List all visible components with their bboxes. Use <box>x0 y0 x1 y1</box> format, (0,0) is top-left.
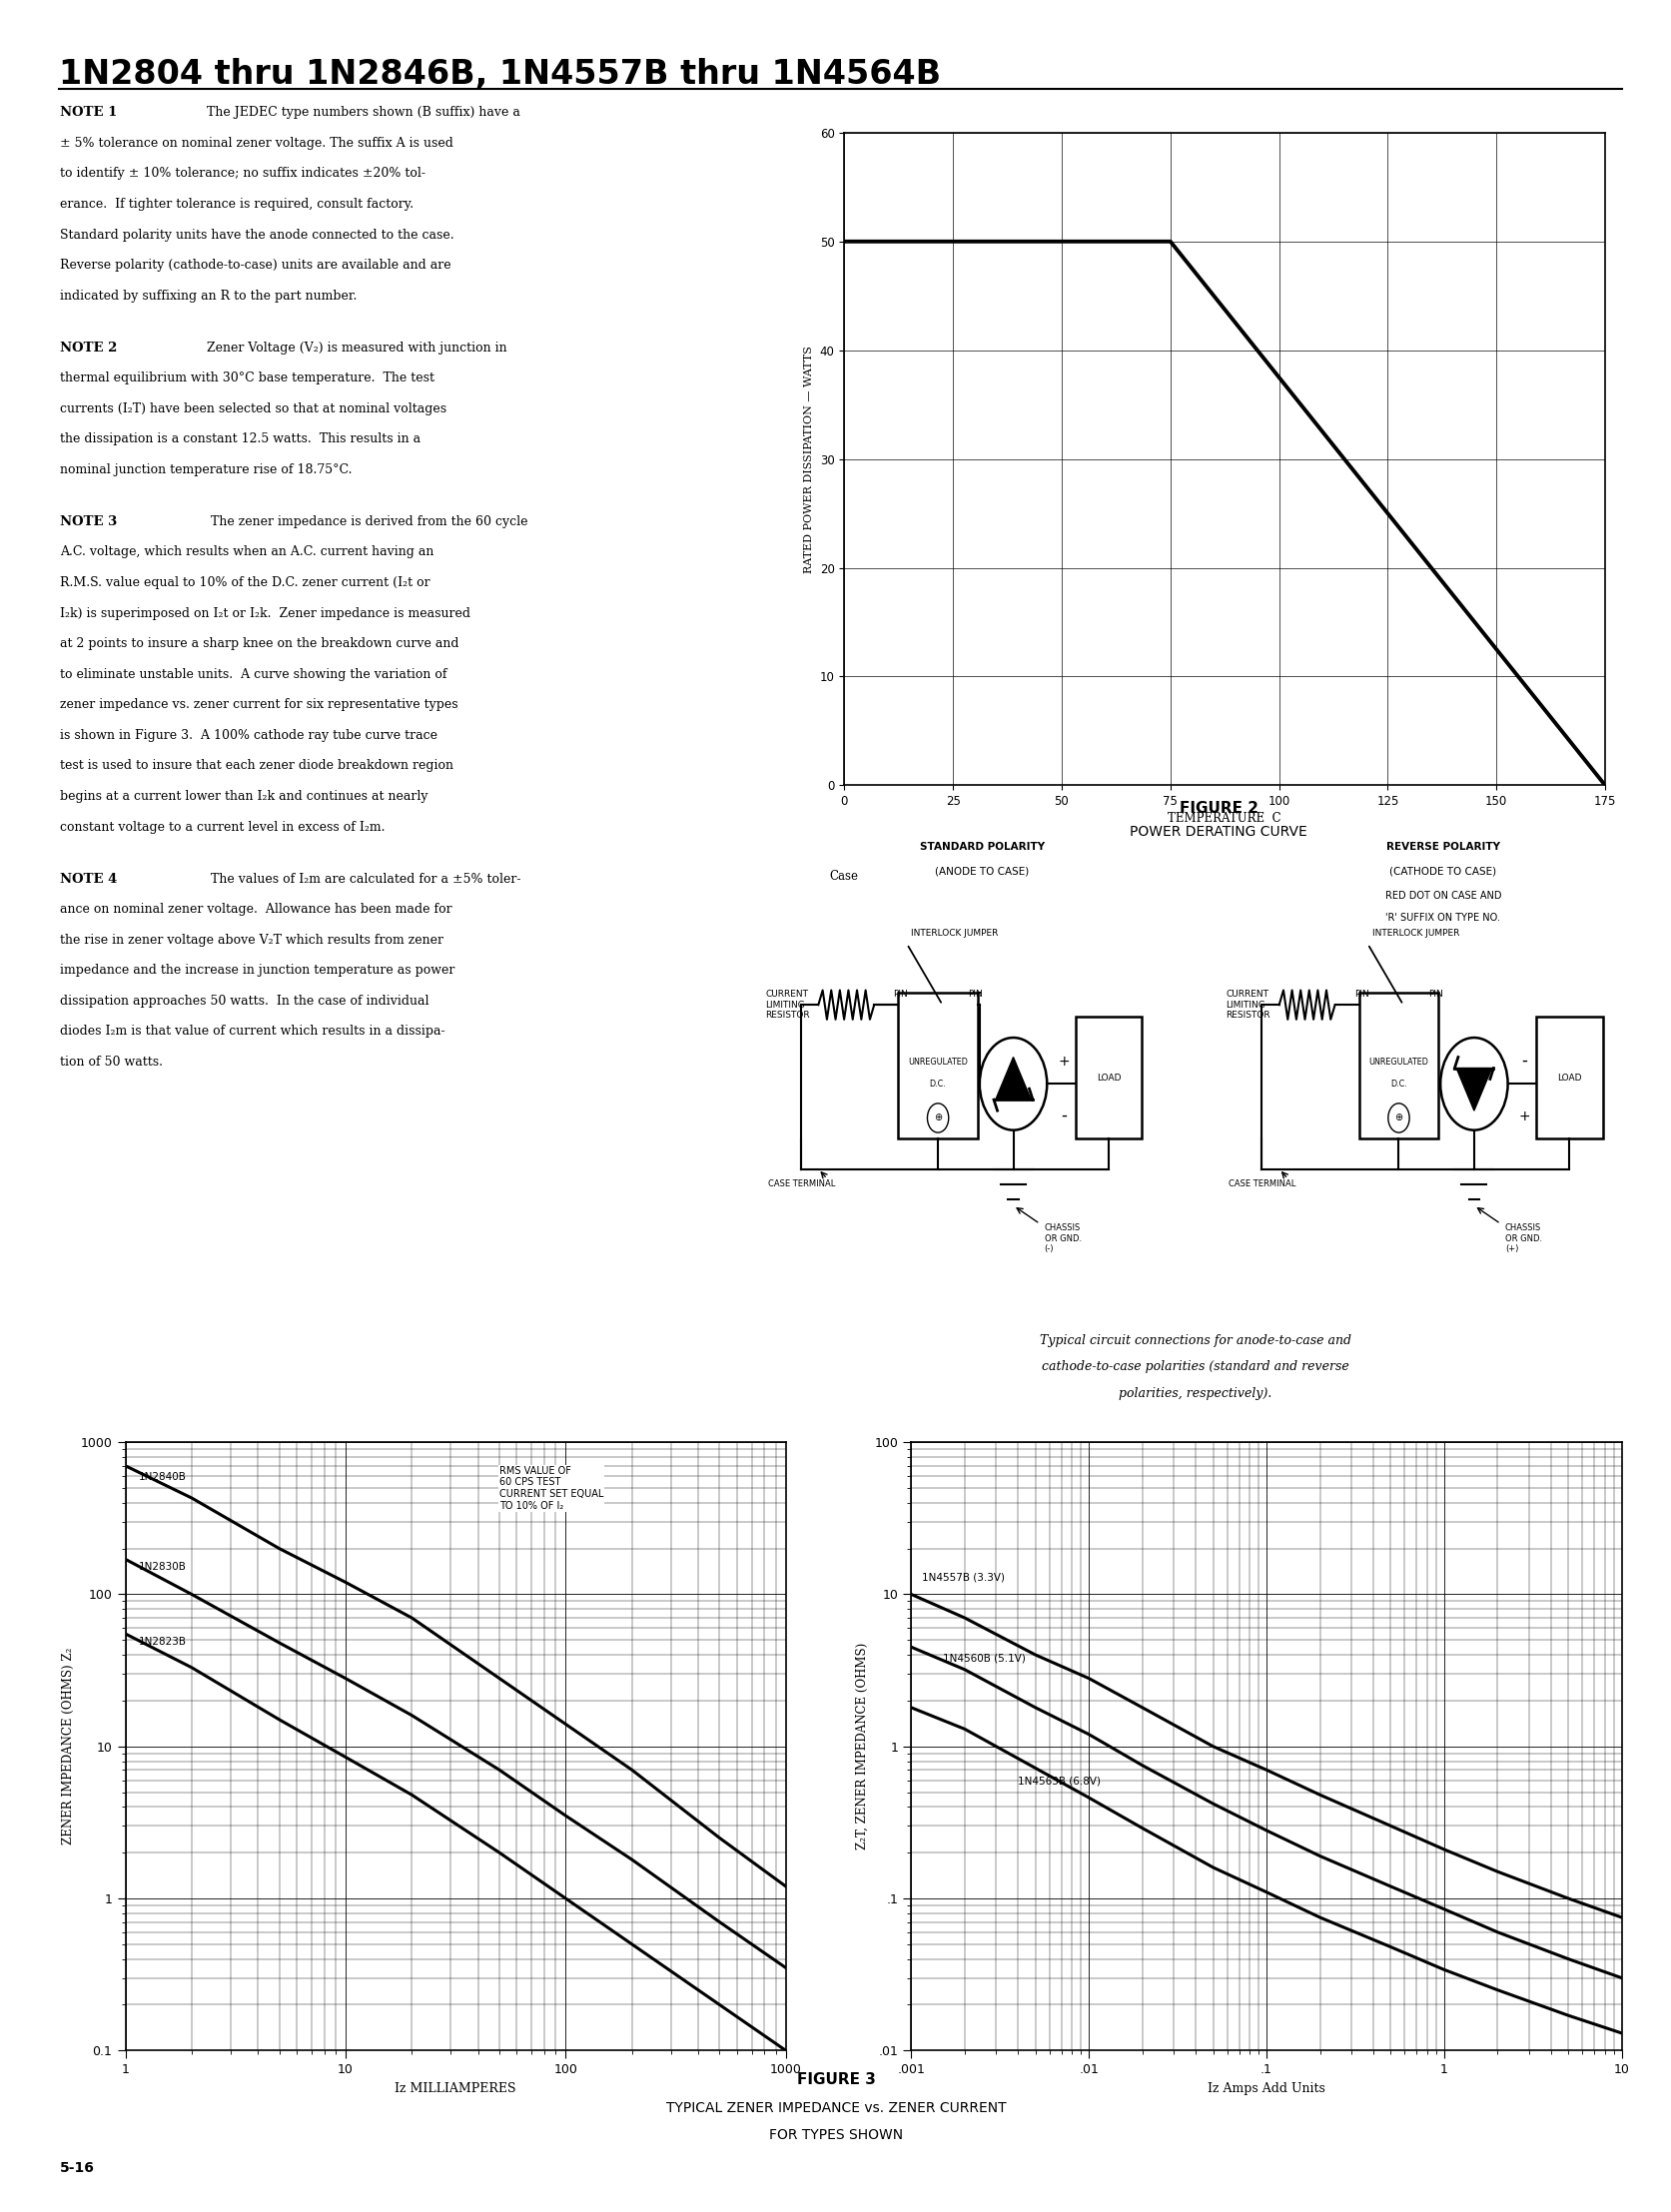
Text: 1N2830B: 1N2830B <box>139 1562 187 1573</box>
Text: zener impedance vs. zener current for six representative types: zener impedance vs. zener current for si… <box>60 699 458 712</box>
Text: D.C.: D.C. <box>1390 1079 1407 1088</box>
Text: 'R' SUFFIX ON TYPE NO.: 'R' SUFFIX ON TYPE NO. <box>1385 914 1499 922</box>
Text: UNREGULATED: UNREGULATED <box>1369 1057 1427 1066</box>
Text: at 2 points to insure a sharp knee on the breakdown curve and: at 2 points to insure a sharp knee on th… <box>60 637 460 650</box>
Text: ⊕: ⊕ <box>1394 1113 1402 1124</box>
Text: 5-16: 5-16 <box>60 2161 95 2174</box>
Text: erance.  If tighter tolerance is required, consult factory.: erance. If tighter tolerance is required… <box>60 197 414 210</box>
Text: I₂k) is superimposed on I₂t or I₂k.  Zener impedance is measured: I₂k) is superimposed on I₂t or I₂k. Zene… <box>60 606 471 619</box>
Text: INTERLOCK JUMPER: INTERLOCK JUMPER <box>911 929 998 938</box>
Text: PIN: PIN <box>892 989 907 998</box>
Text: R.M.S. value equal to 10% of the D.C. zener current (I₂t or: R.M.S. value equal to 10% of the D.C. ze… <box>60 577 429 588</box>
Text: Reverse polarity (cathode-to-case) units are available and are: Reverse polarity (cathode-to-case) units… <box>60 259 451 272</box>
Text: is shown in Figure 3.  A 100% cathode ray tube curve trace: is shown in Figure 3. A 100% cathode ray… <box>60 730 438 741</box>
Text: Case: Case <box>829 869 857 883</box>
Text: 1N2804 thru 1N2846B, 1N4557B thru 1N4564B: 1N2804 thru 1N2846B, 1N4557B thru 1N4564… <box>58 58 941 91</box>
Text: test is used to insure that each zener diode breakdown region: test is used to insure that each zener d… <box>60 759 453 772</box>
Text: UNREGULATED: UNREGULATED <box>907 1057 968 1066</box>
Text: ance on nominal zener voltage.  Allowance has been made for: ance on nominal zener voltage. Allowance… <box>60 902 453 916</box>
Text: CURRENT
LIMITING
RESISTOR: CURRENT LIMITING RESISTOR <box>765 991 809 1020</box>
Text: tion of 50 watts.: tion of 50 watts. <box>60 1055 164 1068</box>
Text: begins at a current lower than I₂k and continues at nearly: begins at a current lower than I₂k and c… <box>60 790 428 803</box>
Text: STANDARD POLARITY: STANDARD POLARITY <box>919 843 1044 852</box>
Text: 1N4560B (5.1V): 1N4560B (5.1V) <box>942 1655 1024 1663</box>
Text: Zener Voltage (V₂) is measured with junction in: Zener Voltage (V₂) is measured with junc… <box>199 341 506 354</box>
Text: indicated by suffixing an R to the part number.: indicated by suffixing an R to the part … <box>60 290 358 303</box>
Text: FOR TYPES SHOWN: FOR TYPES SHOWN <box>769 2128 902 2141</box>
Text: NOTE 3: NOTE 3 <box>60 515 117 529</box>
Text: +: + <box>1058 1055 1069 1068</box>
Y-axis label: RATED POWER DISSIPATION — WATTS: RATED POWER DISSIPATION — WATTS <box>804 345 814 573</box>
Text: the dissipation is a constant 12.5 watts.  This results in a: the dissipation is a constant 12.5 watts… <box>60 434 421 447</box>
Text: to identify ± 10% tolerance; no suffix indicates ±20% tol-: to identify ± 10% tolerance; no suffix i… <box>60 168 426 179</box>
Text: LOAD: LOAD <box>1096 1073 1120 1082</box>
Text: impedance and the increase in junction temperature as power: impedance and the increase in junction t… <box>60 964 455 978</box>
Text: 1N4557B (3.3V): 1N4557B (3.3V) <box>921 1573 1004 1582</box>
Text: NOTE 2: NOTE 2 <box>60 341 117 354</box>
Text: POWER DERATING CURVE: POWER DERATING CURVE <box>1130 825 1307 838</box>
Text: Typical circuit connections for anode-to-case and: Typical circuit connections for anode-to… <box>1039 1334 1350 1347</box>
Text: to eliminate unstable units.  A curve showing the variation of: to eliminate unstable units. A curve sho… <box>60 668 446 681</box>
Text: polarities, respectively).: polarities, respectively). <box>1118 1387 1272 1400</box>
Text: 1N2823B: 1N2823B <box>139 1637 187 1648</box>
Text: RMS VALUE OF
60 CPS TEST
CURRENT SET EQUAL
TO 10% OF I₂: RMS VALUE OF 60 CPS TEST CURRENT SET EQU… <box>500 1467 603 1511</box>
Text: REVERSE POLARITY: REVERSE POLARITY <box>1385 843 1499 852</box>
Text: CASE TERMINAL: CASE TERMINAL <box>767 1179 834 1188</box>
Text: TYPICAL ZENER IMPEDANCE vs. ZENER CURRENT: TYPICAL ZENER IMPEDANCE vs. ZENER CURREN… <box>665 2101 1006 2115</box>
Polygon shape <box>994 1057 1031 1099</box>
Text: Standard polarity units have the anode connected to the case.: Standard polarity units have the anode c… <box>60 228 455 241</box>
Text: cathode-to-case polarities (standard and reverse: cathode-to-case polarities (standard and… <box>1041 1360 1348 1374</box>
Text: D.C.: D.C. <box>929 1079 946 1088</box>
Text: The values of I₂m are calculated for a ±5% toler-: The values of I₂m are calculated for a ±… <box>199 872 521 885</box>
Text: nominal junction temperature rise of 18.75°C.: nominal junction temperature rise of 18.… <box>60 462 353 476</box>
Text: PIN: PIN <box>1354 989 1369 998</box>
Polygon shape <box>1455 1068 1491 1110</box>
Text: FIGURE 2: FIGURE 2 <box>1178 801 1258 816</box>
Text: A.C. voltage, which results when an A.C. current having an: A.C. voltage, which results when an A.C.… <box>60 546 434 560</box>
Text: CHASSIS
OR GND.
(+): CHASSIS OR GND. (+) <box>1504 1223 1541 1254</box>
Text: the rise in zener voltage above V₂T which results from zener: the rise in zener voltage above V₂T whic… <box>60 933 443 947</box>
Text: The zener impedance is derived from the 60 cycle: The zener impedance is derived from the … <box>199 515 528 529</box>
Text: PIN: PIN <box>968 989 983 998</box>
X-axis label: TEMPERATURE  C: TEMPERATURE C <box>1168 812 1280 825</box>
Y-axis label: ZENER IMPEDANCE (OHMS) Z₂: ZENER IMPEDANCE (OHMS) Z₂ <box>62 1648 75 1845</box>
Text: CURRENT
LIMITING
RESISTOR: CURRENT LIMITING RESISTOR <box>1225 991 1270 1020</box>
Text: -: - <box>1061 1106 1066 1124</box>
Text: CASE TERMINAL: CASE TERMINAL <box>1228 1179 1295 1188</box>
Text: ± 5% tolerance on nominal zener voltage. The suffix A is used: ± 5% tolerance on nominal zener voltage.… <box>60 137 453 150</box>
Text: currents (I₂T) have been selected so that at nominal voltages: currents (I₂T) have been selected so tha… <box>60 403 446 416</box>
Text: (CATHODE TO CASE): (CATHODE TO CASE) <box>1389 867 1496 876</box>
Text: dissipation approaches 50 watts.  In the case of individual: dissipation approaches 50 watts. In the … <box>60 995 429 1006</box>
Text: constant voltage to a current level in excess of I₂m.: constant voltage to a current level in e… <box>60 821 384 834</box>
Text: INTERLOCK JUMPER: INTERLOCK JUMPER <box>1372 929 1459 938</box>
Text: 1N4563B (6.8V): 1N4563B (6.8V) <box>1018 1776 1101 1785</box>
Text: (ANODE TO CASE): (ANODE TO CASE) <box>934 867 1029 876</box>
X-axis label: Iz MILLIAMPERES: Iz MILLIAMPERES <box>394 2081 516 2095</box>
Text: ⊕: ⊕ <box>934 1113 941 1124</box>
Text: NOTE 4: NOTE 4 <box>60 872 117 885</box>
Text: -: - <box>1521 1051 1527 1071</box>
Text: LOAD: LOAD <box>1556 1073 1581 1082</box>
X-axis label: Iz Amps Add Units: Iz Amps Add Units <box>1206 2081 1325 2095</box>
Text: +: + <box>1517 1110 1529 1124</box>
Text: FIGURE 3: FIGURE 3 <box>795 2073 876 2088</box>
Text: NOTE 1: NOTE 1 <box>60 106 117 119</box>
Text: diodes I₂m is that value of current which results in a dissipa-: diodes I₂m is that value of current whic… <box>60 1024 444 1037</box>
Text: CHASSIS
OR GND.
(-): CHASSIS OR GND. (-) <box>1044 1223 1081 1254</box>
Text: PIN: PIN <box>1427 989 1442 998</box>
Y-axis label: Z₂T, ZENER IMPEDANCE (OHMS): Z₂T, ZENER IMPEDANCE (OHMS) <box>856 1644 869 1849</box>
Text: RED DOT ON CASE AND: RED DOT ON CASE AND <box>1384 891 1501 900</box>
Text: 1N2840B: 1N2840B <box>139 1471 187 1482</box>
Text: The JEDEC type numbers shown (B suffix) have a: The JEDEC type numbers shown (B suffix) … <box>199 106 520 119</box>
Text: thermal equilibrium with 30°C base temperature.  The test: thermal equilibrium with 30°C base tempe… <box>60 372 434 385</box>
